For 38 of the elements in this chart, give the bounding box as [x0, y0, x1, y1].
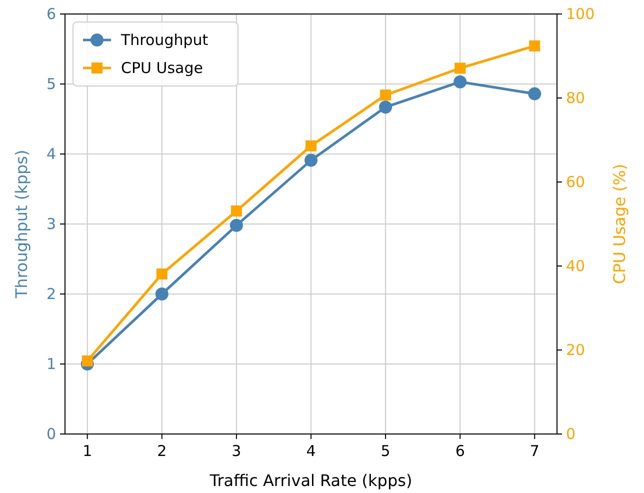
point — [82, 355, 93, 366]
point — [230, 205, 242, 216]
legend-label: CPU Usage — [121, 59, 204, 77]
y2-tick-label: 60 — [566, 173, 586, 191]
point — [379, 100, 392, 114]
y-tick-label: 3 — [46, 215, 56, 233]
y-tick-label: 2 — [46, 285, 56, 303]
y-tick-label: 6 — [46, 5, 56, 23]
point — [454, 75, 467, 88]
x-tick-label: 1 — [82, 442, 92, 460]
point — [454, 62, 466, 74]
x-tick-label: 6 — [455, 442, 465, 460]
y-tick-label: 5 — [46, 75, 56, 93]
point — [155, 288, 168, 300]
y2-tick-label: 40 — [566, 257, 586, 275]
point — [304, 154, 318, 167]
x-tick-label: 3 — [232, 442, 242, 460]
y2-tick-label: 20 — [566, 341, 586, 359]
x-tick-label: 2 — [157, 442, 167, 460]
y-tick-label: 4 — [46, 145, 56, 163]
y2-tick-label: 80 — [566, 89, 586, 107]
point — [230, 218, 243, 232]
point — [528, 87, 542, 100]
point — [156, 268, 168, 280]
y2-tick-label: 100 — [566, 5, 595, 23]
y-tick-label: 1 — [46, 355, 56, 373]
x-tick-label: 5 — [380, 442, 390, 460]
point — [529, 40, 540, 52]
x-tick-label: 4 — [306, 442, 316, 460]
y-axis-title: Throughput (kpps) — [12, 150, 31, 300]
point — [306, 140, 316, 152]
point — [380, 90, 392, 101]
y-tick-label: 0 — [46, 425, 56, 443]
x-tick-label: 7 — [530, 442, 540, 460]
x-axis-title: Traffic Arrival Rate (kpps) — [208, 471, 412, 490]
y2-tick-label: 0 — [566, 425, 576, 443]
y2-axis-title: CPU Usage (%) — [610, 164, 629, 284]
legend-label: Throughput — [120, 31, 208, 49]
